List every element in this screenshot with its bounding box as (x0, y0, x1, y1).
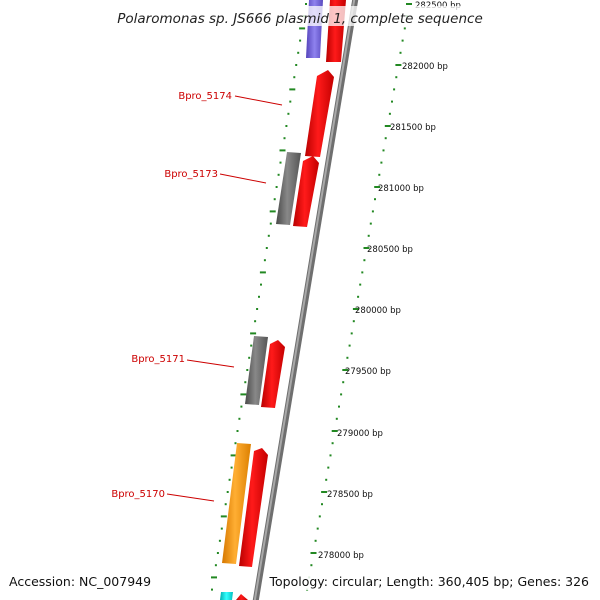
backbone (252, 0, 359, 600)
gene-callouts: Bpro_5174 Bpro_5173 Bpro_5171 Bpro_5170 (111, 91, 283, 502)
gene-red-bpro-5171 (261, 340, 285, 408)
footer-backdrop-right (282, 572, 594, 590)
gene-features (220, 0, 346, 600)
scale-label-279000: 279000 bp (337, 429, 383, 439)
gene-grey-bpro-5171 (245, 336, 268, 405)
gene-grey-bpro-5173 (276, 152, 301, 225)
scale-label-280000: 280000 bp (355, 306, 401, 316)
accession-text: Accession: NC_007949 (9, 574, 151, 589)
scale-label-278500: 278500 bp (327, 490, 373, 500)
callout-bpro-5170: Bpro_5170 (111, 489, 215, 502)
footer-backdrop-left (6, 572, 154, 590)
outer-tick-track (306, 3, 412, 591)
gene-label-bpro-5173: Bpro_5173 (164, 169, 218, 180)
gene-red-bpro-5170 (239, 448, 268, 567)
gene-red-bpro-5173 (293, 156, 319, 227)
topology-text: Topology: circular; Length: 360,405 bp; … (269, 574, 590, 589)
scale-label-282000: 282000 bp (402, 62, 448, 72)
gene-cyan-bottom (220, 592, 233, 600)
gene-label-bpro-5171: Bpro_5171 (131, 354, 185, 365)
gene-red-bottom (236, 594, 248, 600)
gene-arrow-bpro-5174 (305, 70, 334, 157)
title-backdrop (112, 6, 488, 26)
callout-bpro-5174: Bpro_5174 (178, 91, 283, 106)
scale-label-279500: 279500 bp (345, 367, 391, 377)
scale-label-281000: 281000 bp (378, 184, 424, 194)
scale-label-281500: 281500 bp (390, 123, 436, 133)
gene-label-bpro-5170: Bpro_5170 (111, 489, 165, 500)
callout-bpro-5171: Bpro_5171 (131, 354, 235, 368)
scale-label-278000: 278000 bp (318, 551, 364, 561)
gene-orange-bpro-5170 (222, 443, 251, 564)
gene-label-bpro-5174: Bpro_5174 (178, 91, 232, 102)
callout-bpro-5173: Bpro_5173 (164, 169, 267, 184)
scale-label-280500: 280500 bp (367, 245, 413, 255)
map-title: Polaromonas sp. JS666 plasmid 1, complet… (117, 11, 483, 27)
